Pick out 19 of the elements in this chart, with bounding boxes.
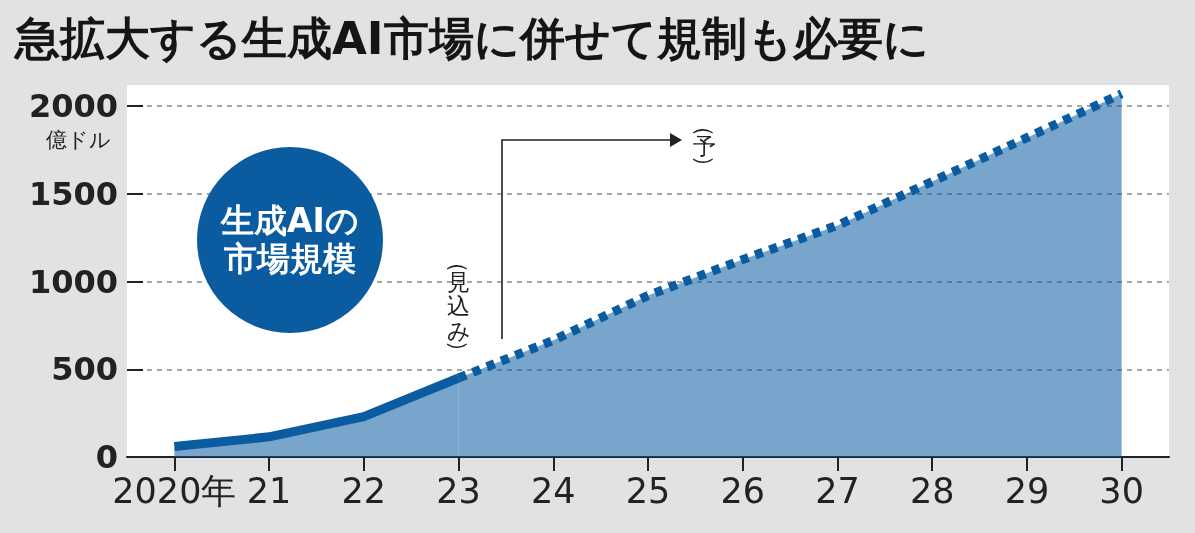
y-tick-label: 1500	[28, 174, 118, 213]
annotation: 生成AIの市場規模	[219, 200, 360, 279]
y-tick-label: 2000	[28, 87, 118, 126]
x-tick-label: 25	[625, 470, 671, 511]
x-tick-label: 22	[341, 470, 387, 511]
y-tick-label: 1000	[28, 262, 118, 301]
x-tick-label: 27	[815, 470, 860, 511]
x-tick-label: 26	[720, 470, 765, 511]
x-tick-label: 28	[909, 470, 955, 511]
y-axis-title: 億ドル	[46, 128, 111, 152]
chart-title: 急拡大する生成AI市場に併せて規制も必要に	[13, 12, 929, 65]
x-tick-label: 30	[1099, 470, 1144, 511]
annotation: （見込み）	[445, 249, 473, 365]
annotation: （予）	[691, 113, 719, 181]
x-tick-label: 29	[1004, 470, 1050, 511]
y-tick-label: 500	[51, 350, 118, 389]
x-tick-label: 24	[531, 470, 576, 511]
x-tick-label: 21	[246, 470, 292, 511]
x-tick-label: 23	[436, 470, 481, 511]
